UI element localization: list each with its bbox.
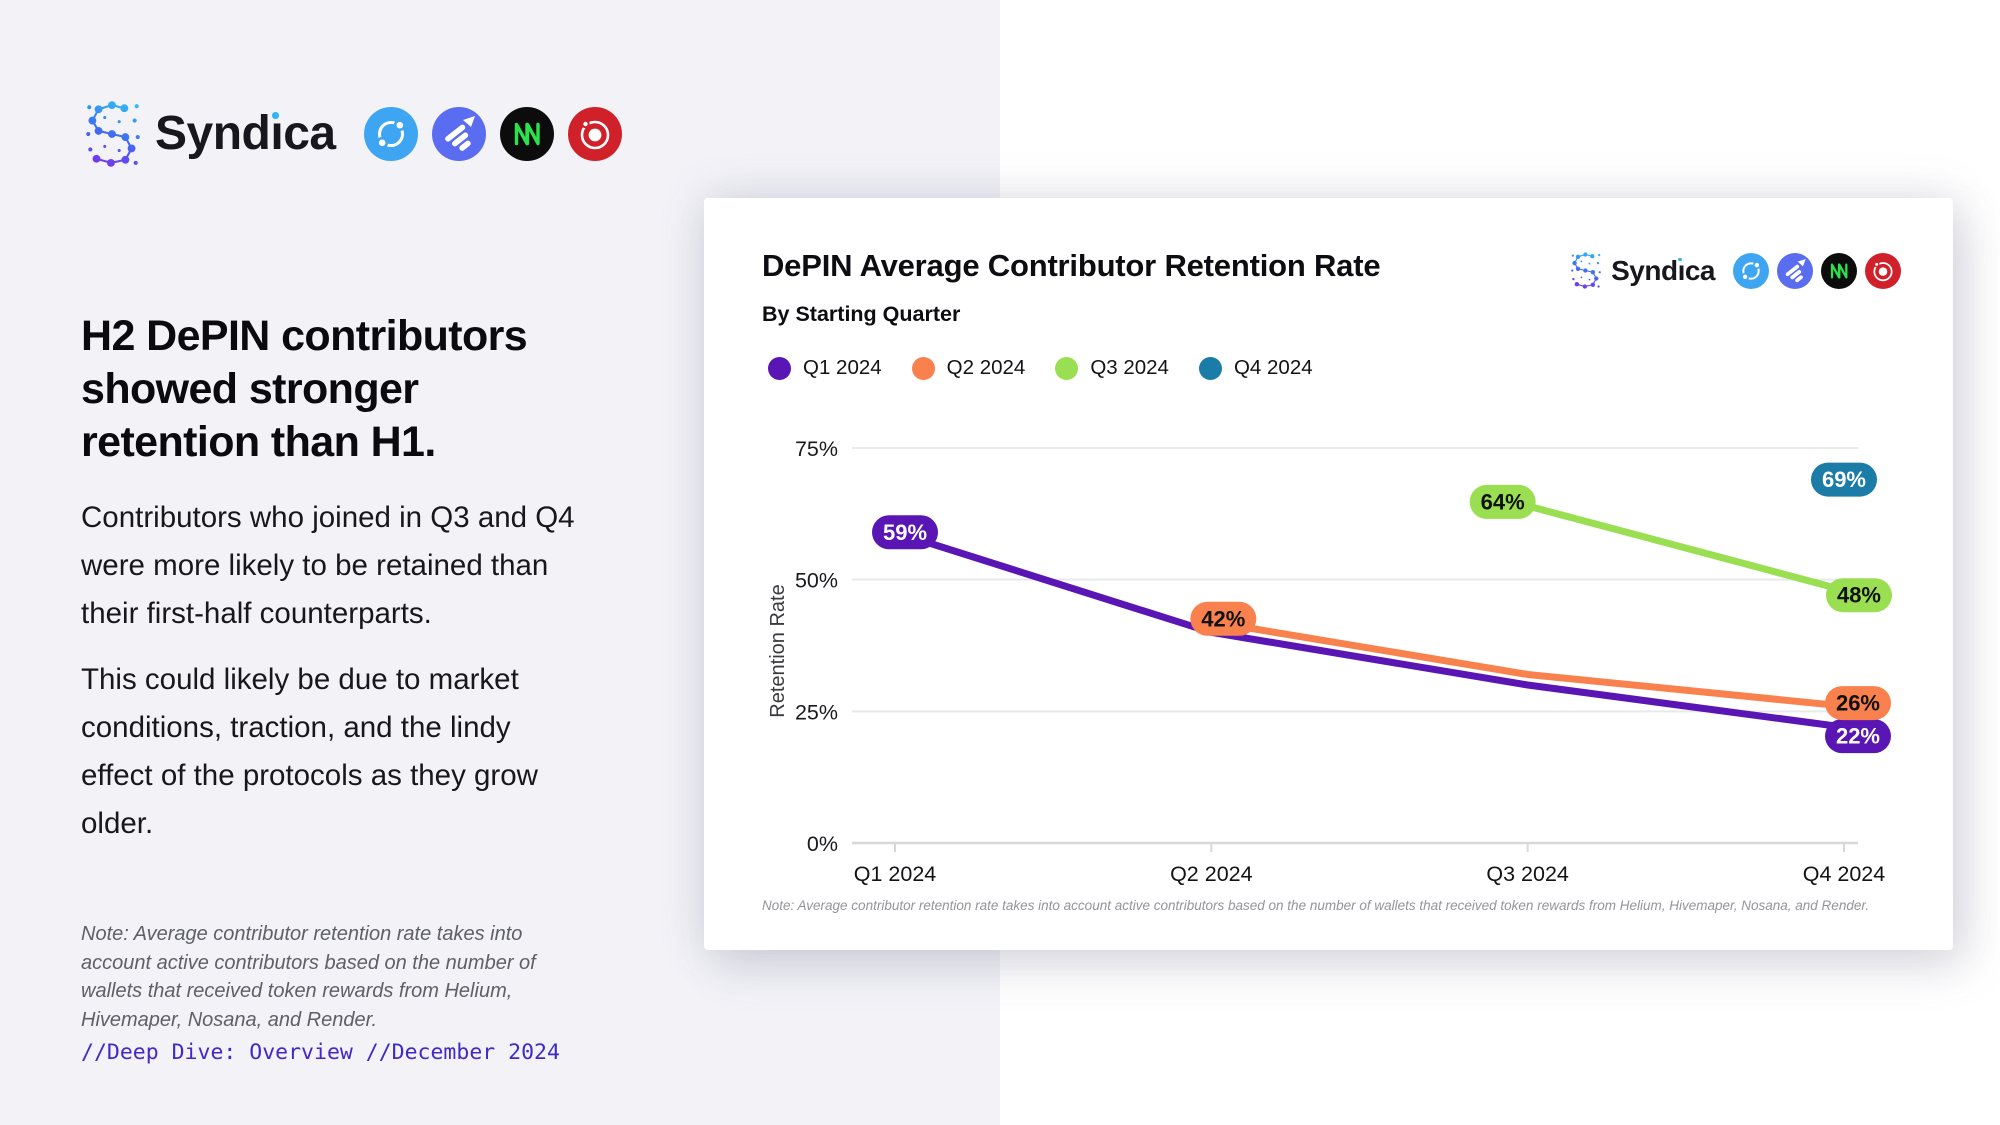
data-label-q3-2024-48: 48% [1825, 578, 1892, 613]
legend-item-q4-2024: Q4 2024 [1198, 356, 1313, 380]
legend-label-q2-2024: Q2 2024 [946, 356, 1026, 379]
data-label-q3-2024-64: 64% [1469, 484, 1536, 519]
legend-item-q2-2024: Q2 2024 [911, 356, 1026, 380]
syndica-i-dot: ı [270, 107, 284, 160]
series-line-0 [891, 528, 1848, 731]
helium-icon [363, 107, 418, 161]
masthead-brand: Syndıca [84, 100, 622, 168]
x-label-1: Q2 2024 [1170, 862, 1253, 886]
data-label-q1-2024-22: 22% [1824, 719, 1891, 754]
data-label-q2-2024-42: 42% [1190, 601, 1257, 636]
syndica-wordmark: Syndıca [1611, 254, 1715, 286]
legend-dot-q3-2024 [1055, 356, 1079, 380]
legend-dot-q2-2024 [911, 356, 935, 380]
data-label-q2-2024-26: 26% [1824, 686, 1891, 721]
svg-text:69%: 69% [1822, 467, 1866, 492]
syndica-i-dot: ı [1677, 254, 1686, 286]
headline: H2 DePIN contributors showed stronger re… [81, 312, 528, 466]
chart-card: DePIN Average Contributor Retention Rate… [704, 198, 1953, 950]
body-paragraph-2: This could likely be due to market condi… [81, 663, 538, 840]
y-tick-50: 50% [795, 569, 838, 593]
chart-footnote: Note: Average contributor retention rate… [762, 898, 1870, 913]
legend-label-q1-2024: Q1 2024 [803, 356, 882, 379]
svg-text:64%: 64% [1481, 489, 1525, 514]
retention-line-chart: 75% 50% 25% 0% Q1 2024 Q2 2024 Q3 2024 Q4 2024 R… [767, 437, 1892, 886]
x-label-3: Q4 2024 [1803, 862, 1886, 886]
card-brand: Syndıca [1570, 252, 1901, 289]
svg-text:48%: 48% [1837, 583, 1881, 608]
data-label-q1-2024-59: 59% [872, 515, 938, 550]
body-paragraph-1: Contributors who joined in Q3 and Q4 wer… [81, 501, 575, 630]
y-tick-0: 0% [807, 832, 838, 856]
report-slug: //Deep Dive: Overview //December 2024 [81, 1040, 560, 1065]
syndica-logo-icon [1571, 252, 1601, 289]
methodology-note: Note: Average contributor retention rate… [81, 923, 536, 1031]
syndica-logo-icon [86, 101, 140, 167]
legend-item-q3-2024: Q3 2024 [1055, 356, 1169, 380]
hivemapper-icon [1777, 252, 1813, 289]
series-line-1 [1207, 618, 1848, 710]
series-line-2 [1524, 502, 1848, 594]
x-label-2: Q3 2024 [1486, 862, 1569, 886]
legend-label-q3-2024: Q3 2024 [1090, 356, 1169, 379]
legend-item-q1-2024: Q1 2024 [768, 356, 882, 380]
y-axis-title: Retention Rate [767, 584, 789, 717]
render-icon [1865, 252, 1901, 289]
x-label-0: Q1 2024 [854, 862, 937, 886]
render-icon [567, 107, 622, 161]
legend-label-q4-2024: Q4 2024 [1233, 356, 1313, 379]
partner-icons [1733, 252, 1901, 289]
chart-title: DePIN Average Contributor Retention Rate [762, 248, 1381, 283]
chart-legend: Q1 2024 Q2 2024 Q3 2024 Q4 2024 [768, 356, 1313, 380]
legend-dot-q1-2024 [768, 356, 791, 380]
nosana-icon [499, 107, 554, 161]
chart-subtitle: By Starting Quarter [762, 302, 961, 326]
nosana-icon [1821, 252, 1857, 289]
data-label-q4-2024-69: 69% [1810, 462, 1877, 497]
svg-text:26%: 26% [1836, 691, 1880, 716]
hivemapper-icon [431, 107, 486, 161]
partner-icons [363, 107, 622, 161]
svg-text:22%: 22% [1836, 724, 1880, 749]
syndica-wordmark: Syndıca [155, 107, 336, 160]
svg-text:42%: 42% [1201, 606, 1245, 631]
y-tick-25: 25% [795, 700, 838, 724]
svg-text:59%: 59% [883, 520, 927, 545]
legend-dot-q4-2024 [1198, 356, 1222, 380]
helium-icon [1733, 252, 1769, 289]
y-tick-75: 75% [795, 437, 838, 461]
